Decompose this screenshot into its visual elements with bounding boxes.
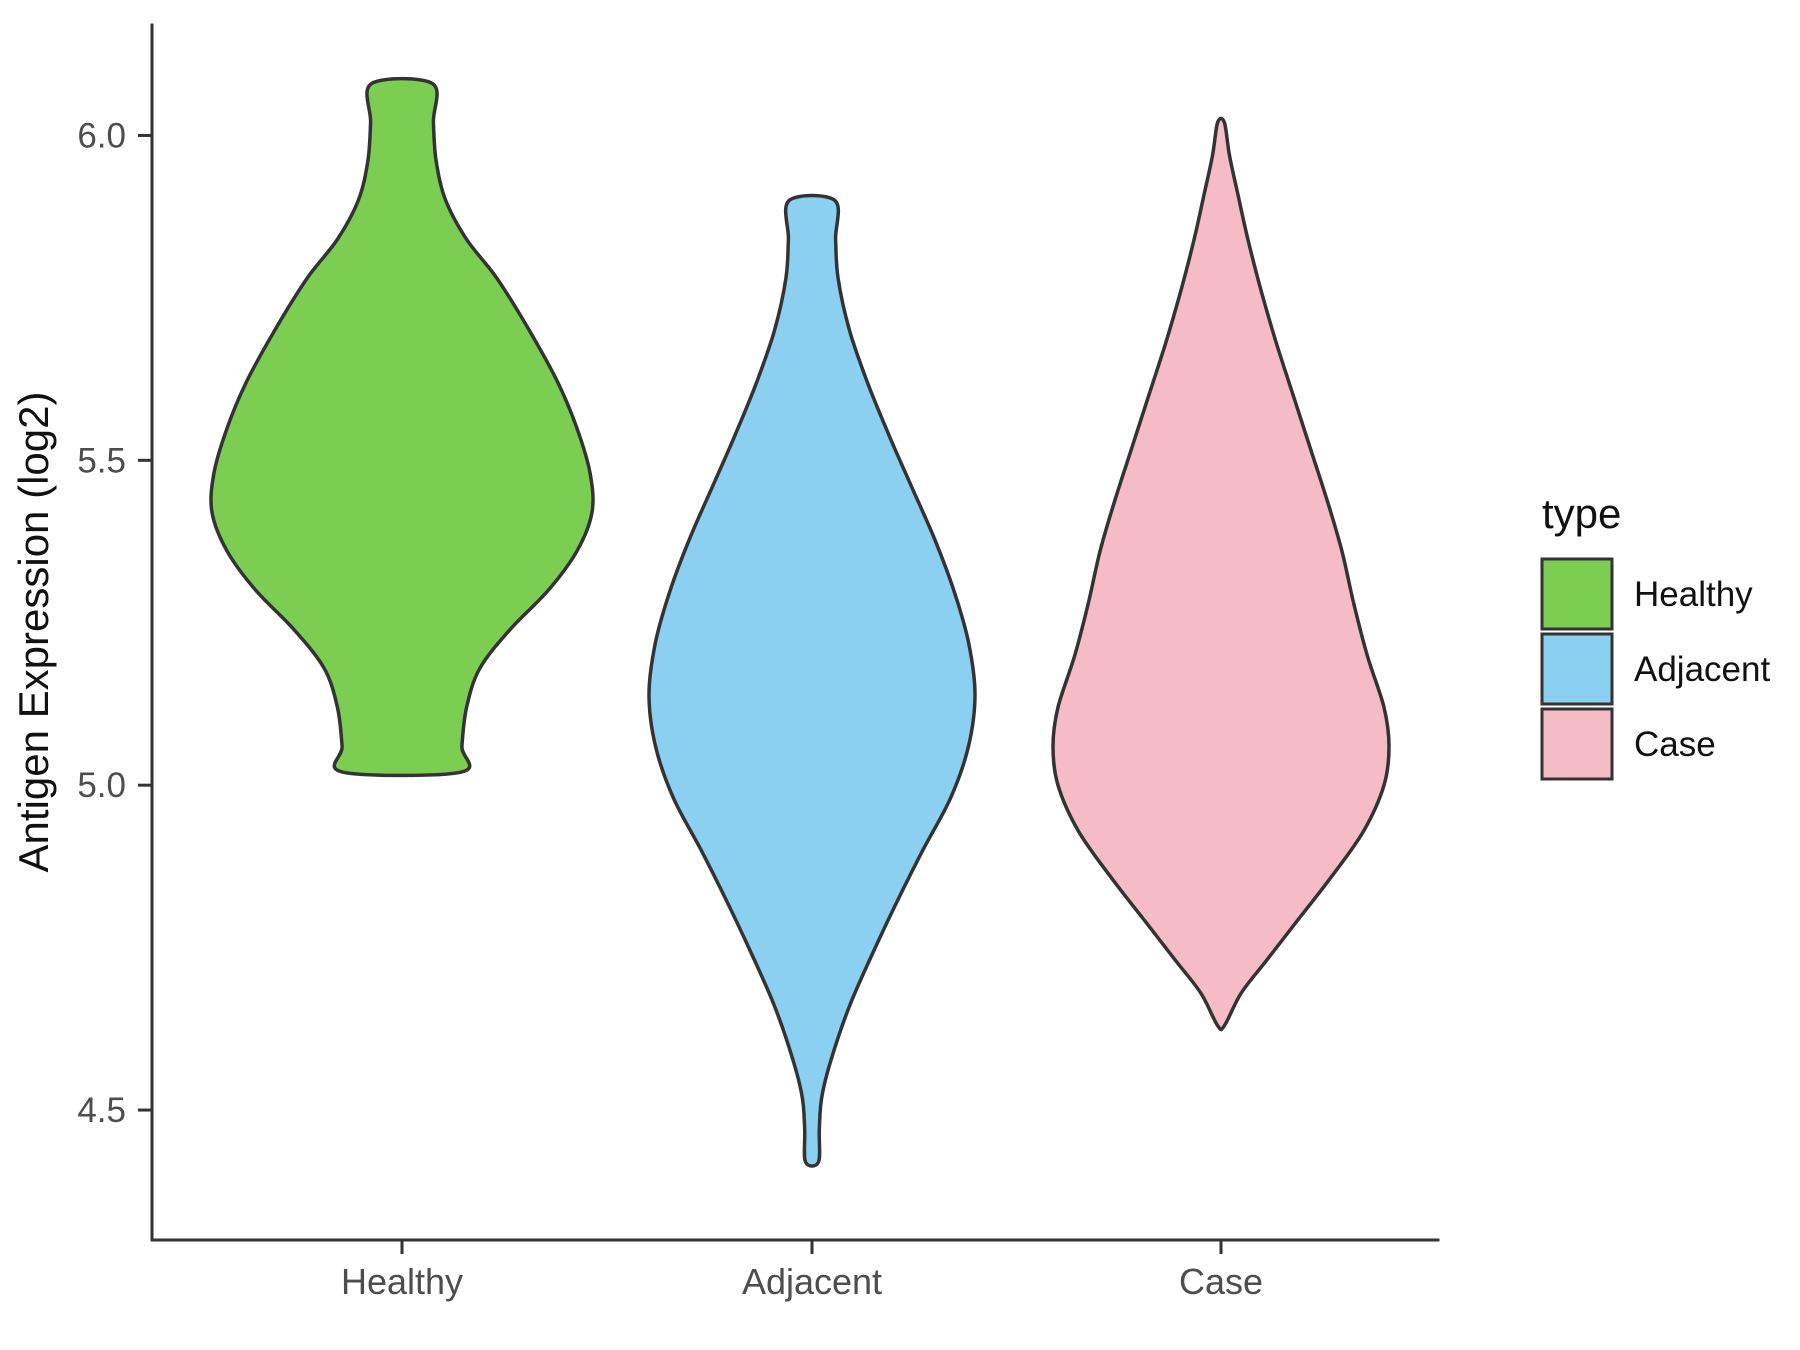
legend-group: Healthy Adjacent Case bbox=[1540, 557, 1770, 781]
y-tick-label: 5.0 bbox=[77, 766, 126, 805]
legend-label-case: Case bbox=[1634, 725, 1716, 764]
violins-group bbox=[209, 76, 1391, 1168]
y-tick-label: 4.5 bbox=[77, 1091, 126, 1130]
legend-key-case bbox=[1540, 707, 1614, 781]
legend-label-adjacent: Adjacent bbox=[1634, 650, 1770, 689]
x-axis-label-case: Case bbox=[1179, 1261, 1263, 1302]
x-axis-label-adjacent: Adjacent bbox=[742, 1261, 882, 1302]
y-axis-title: Antigen Expression (log2) bbox=[10, 392, 57, 873]
x-axis-label-healthy: Healthy bbox=[341, 1261, 463, 1302]
y-tick-label: 5.5 bbox=[77, 441, 126, 480]
legend-key-healthy bbox=[1540, 557, 1614, 631]
legend-title: type bbox=[1542, 490, 1621, 537]
violin-healthy bbox=[209, 76, 595, 778]
y-tick-label: 6.0 bbox=[77, 116, 126, 155]
violin-case bbox=[1051, 116, 1391, 1032]
legend-key-adjacent bbox=[1540, 632, 1614, 706]
axes-group: 4.5 5.0 5.5 6.0 Healthy Adjacent Case bbox=[77, 23, 1440, 1302]
violin-adjacent bbox=[647, 193, 977, 1168]
legend-label-healthy: Healthy bbox=[1634, 575, 1753, 614]
